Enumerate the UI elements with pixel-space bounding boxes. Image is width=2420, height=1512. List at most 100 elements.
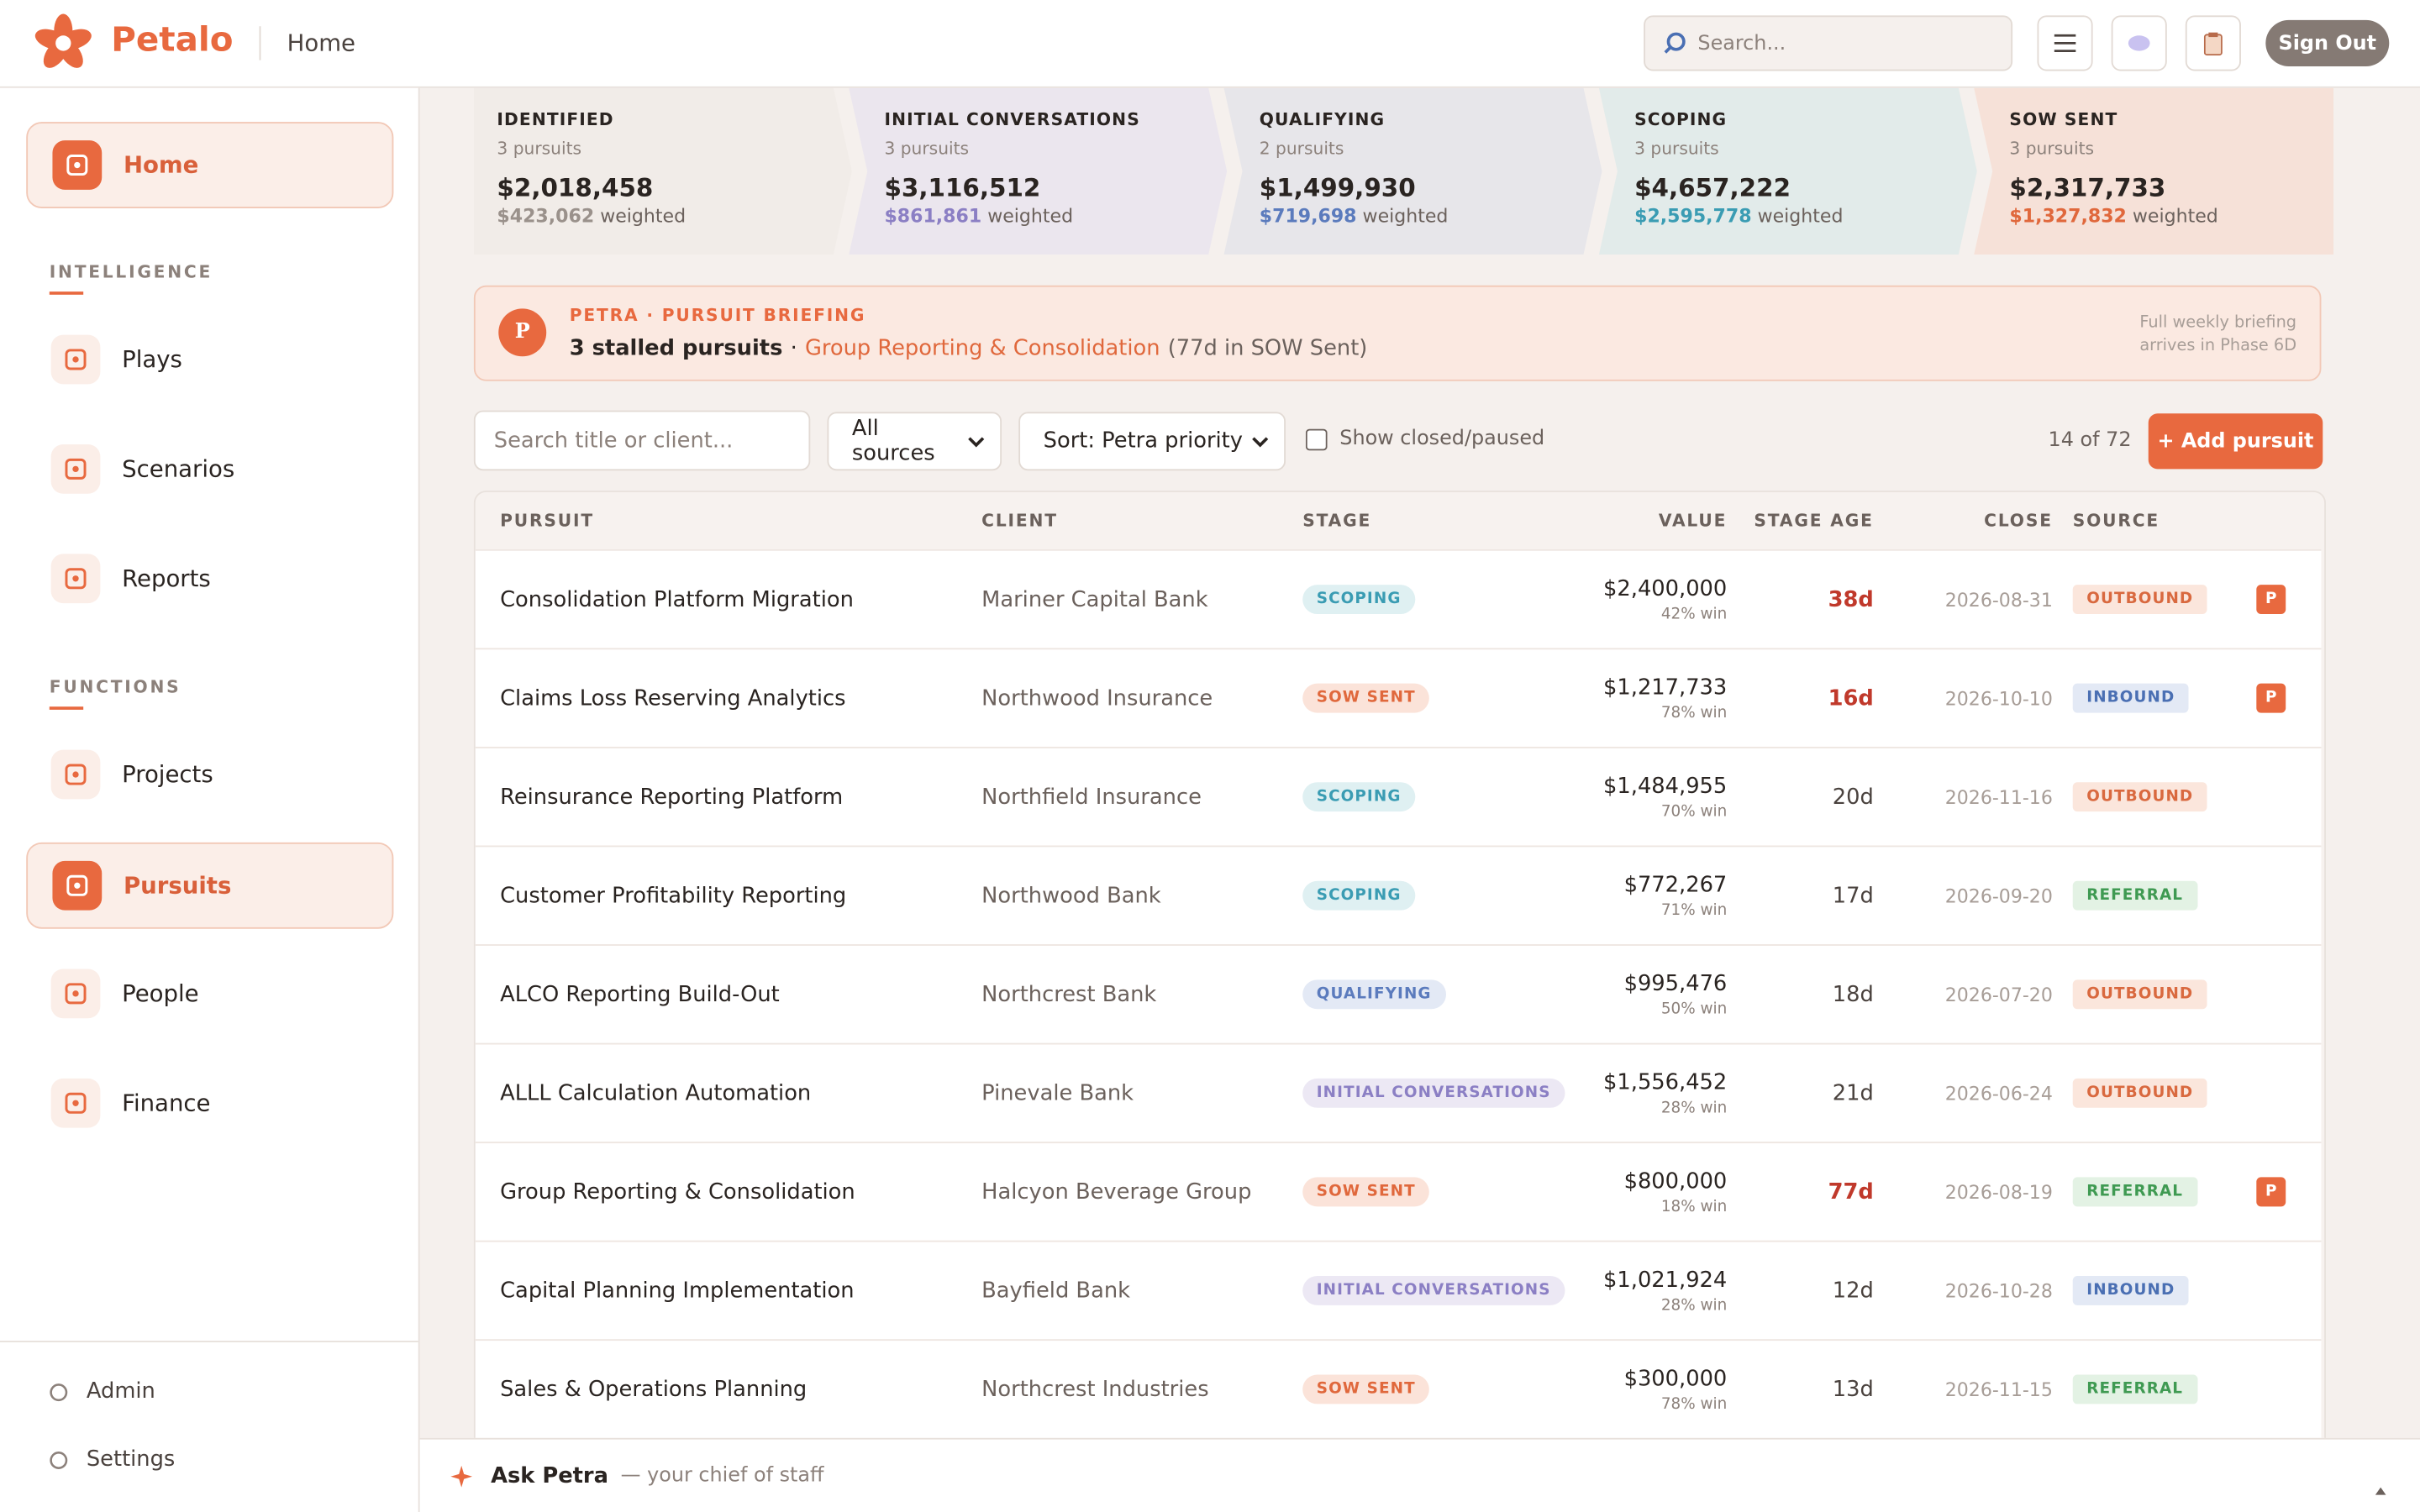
sort-select[interactable]: Sort: Petra priority xyxy=(1018,412,1286,471)
source-pill: OUTBOUND xyxy=(2072,782,2207,812)
table-row[interactable]: Consolidation Platform Migration Mariner … xyxy=(475,549,2322,648)
stage-card[interactable]: SOW SENT 3 pursuits $2,317,733 $1,327,832 w… xyxy=(1974,87,2334,255)
close-date: 2026-08-19 xyxy=(1944,1181,2053,1203)
petra-flag[interactable]: P xyxy=(2256,1177,2286,1207)
cell-source: INBOUND xyxy=(2072,1242,2243,1340)
cell-age: 16d xyxy=(1727,649,1874,747)
win-rate: 78% win xyxy=(1660,704,1728,722)
nav-item[interactable]: Projects xyxy=(26,732,390,816)
global-search[interactable]: Search... xyxy=(1644,15,2013,71)
cell-value: $1,484,955 70% win xyxy=(1574,748,1727,846)
table-row[interactable]: Claims Loss Reserving Analytics Northwood… xyxy=(475,648,2322,747)
cell-value: $1,217,733 78% win xyxy=(1574,649,1727,747)
nav-item[interactable]: Finance xyxy=(26,1062,390,1145)
table-row[interactable]: Capital Planning Implementation Bayfield … xyxy=(475,1240,2322,1340)
table-row[interactable]: Reinsurance Reporting Platform Northfield… xyxy=(475,746,2322,846)
briefing-text: 3 stalled pursuits · Group Reporting & Con… xyxy=(570,336,1368,360)
weighted-label: weighted xyxy=(1362,205,1449,228)
win-rate: 18% win xyxy=(1660,1198,1728,1215)
source-pill: INBOUND xyxy=(2072,1275,2189,1305)
stage-name: SCOPING xyxy=(1634,109,1728,130)
briefing-detail: (77d in SOW Sent) xyxy=(1167,336,1368,361)
nav-group-title: INTELLIGENCE xyxy=(50,262,213,295)
column-header: PURSUIT xyxy=(500,510,594,531)
cell-pursuit: ALLL Calculation Automation xyxy=(500,1044,963,1142)
nav-item[interactable]: Scenarios xyxy=(26,428,390,511)
table-row[interactable]: ALLL Calculation Automation Pinevale Bank… xyxy=(475,1042,2322,1142)
stage-card[interactable]: INITIAL CONVERSATIONS 3 pursuits $3,116,51… xyxy=(849,88,1227,255)
table-row[interactable]: ALCO Reporting Build-Out Northcrest Bank Q… xyxy=(475,944,2322,1043)
expand-caret[interactable] xyxy=(2375,1472,2386,1501)
cell-age: 21d xyxy=(1727,1044,1874,1142)
cell-pursuit: Group Reporting & Consolidation xyxy=(500,1143,963,1241)
stage-weighted: $861,861 weighted xyxy=(884,205,1227,227)
client-name: Northcrest Bank xyxy=(981,982,1157,1007)
stage-card[interactable]: IDENTIFIED 3 pursuits $2,018,458 $423,062 w… xyxy=(474,88,852,255)
nav-item[interactable]: Plays xyxy=(26,318,390,401)
weighted-label: weighted xyxy=(600,205,687,228)
add-pursuit[interactable]: + Add pursuit xyxy=(2148,413,2323,470)
table-row[interactable]: Group Reporting & Consolidation Halcyon B… xyxy=(475,1142,2322,1241)
source-select-label: All sources xyxy=(851,416,935,466)
assistant-name: Ask Petra xyxy=(491,1463,608,1488)
weighted-value: $719,698 xyxy=(1259,205,1357,228)
cell-client: Mariner Capital Bank xyxy=(981,551,1290,648)
table-row[interactable]: Customer Profitability Reporting Northwoo… xyxy=(475,845,2322,945)
table-row[interactable]: Sales & Operations Planning Northcrest In… xyxy=(475,1339,2322,1438)
chat-button[interactable] xyxy=(2111,15,2167,71)
footer-link[interactable]: Settings xyxy=(50,1447,176,1472)
cell-close: 2026-10-10 xyxy=(1874,649,2053,747)
cell-close: 2026-11-15 xyxy=(1874,1341,2053,1438)
close-date: 2026-07-20 xyxy=(1944,983,2053,1005)
cell-client: Halcyon Beverage Group xyxy=(981,1143,1290,1241)
stage-count: 3 pursuits xyxy=(497,139,582,160)
petra-flag[interactable]: P xyxy=(2256,585,2286,615)
win-rate: 70% win xyxy=(1660,803,1728,821)
assistant-bar[interactable]: Ask Petra — your chief of staff xyxy=(419,1437,2420,1512)
clipboard-button[interactable] xyxy=(2185,15,2241,71)
close-date: 2026-10-28 xyxy=(1944,1279,2053,1302)
briefing-link[interactable]: Group Reporting & Consolidation xyxy=(804,336,1160,361)
cell-value: $2,400,000 42% win xyxy=(1574,551,1727,648)
nav-label: Projects xyxy=(122,760,213,789)
cell-close: 2026-11-16 xyxy=(1874,748,2053,846)
nav-item[interactable]: People xyxy=(26,952,390,1035)
column-header: STAGE xyxy=(1302,510,1372,531)
stage-weighted: $1,327,832 weighted xyxy=(2009,205,2333,227)
nav-item[interactable]: Pursuits xyxy=(26,842,394,929)
nav-icon xyxy=(52,140,103,190)
filter-search[interactable]: Search title or client... xyxy=(473,410,811,471)
cell-client: Northwood Insurance xyxy=(981,649,1290,747)
stage-weighted: $719,698 weighted xyxy=(1260,205,1602,227)
cell-stage: SCOPING xyxy=(1302,748,1565,846)
stage-card[interactable]: SCOPING 3 pursuits $4,657,222 $2,595,778 we… xyxy=(1599,88,1977,255)
menu-button[interactable] xyxy=(2037,15,2093,71)
nav-home[interactable]: Home xyxy=(26,122,394,208)
briefing-label: PETRA · PURSUIT BRIEFING xyxy=(569,305,866,326)
cell-age: 18d xyxy=(1727,946,1874,1043)
weighted-value: $861,861 xyxy=(884,205,982,228)
petra-flag[interactable]: P xyxy=(2256,683,2286,713)
footer-link[interactable]: Admin xyxy=(50,1379,155,1404)
close-date: 2026-09-20 xyxy=(1944,885,2053,907)
stage-card[interactable]: QUALIFYING 2 pursuits $1,499,930 $719,698 w… xyxy=(1224,88,1602,255)
client-name: Northwood Bank xyxy=(981,883,1161,908)
sign-out[interactable]: Sign Out xyxy=(2265,19,2390,66)
stage-name: IDENTIFIED xyxy=(497,109,614,130)
cell-stage: SOW SENT xyxy=(1302,1341,1565,1438)
cell-source: REFERRAL xyxy=(2072,1143,2243,1241)
stage-age: 20d xyxy=(1832,784,1874,810)
filter-search-placeholder: Search title or client... xyxy=(493,428,734,454)
nav-label: Finance xyxy=(122,1089,211,1117)
source-pill: REFERRAL xyxy=(2072,880,2197,911)
show-closed[interactable]: Show closed/paused xyxy=(1305,428,1544,450)
weighted-label: weighted xyxy=(987,205,1074,228)
sidebar-divider xyxy=(0,1341,418,1342)
top-bar: Petalo Home Search... Sign Out xyxy=(0,0,2420,88)
source-select[interactable]: All sources xyxy=(827,412,1002,471)
cell-client: Northcrest Bank xyxy=(981,946,1290,1043)
briefing-separator: · xyxy=(790,336,797,361)
source-pill: OUTBOUND xyxy=(2072,585,2207,615)
nav-icon xyxy=(50,334,101,385)
nav-item[interactable]: Reports xyxy=(26,537,390,620)
